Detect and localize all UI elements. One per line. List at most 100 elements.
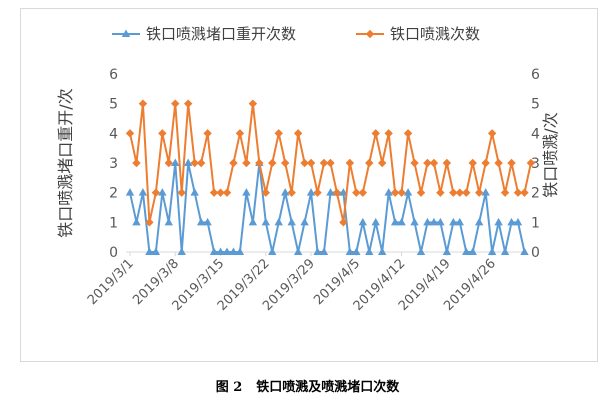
- legend: 铁口喷溅堵口重开次数 铁口喷溅次数: [112, 25, 480, 43]
- data-point: [468, 158, 477, 168]
- legend-label: 铁口喷溅堵口重开次数: [146, 25, 296, 43]
- data-point: [365, 158, 374, 168]
- legend-marker: [121, 29, 131, 37]
- data-point: [436, 217, 445, 226]
- series-line: [129, 162, 526, 253]
- data-point: [475, 217, 484, 226]
- data-point: [507, 158, 516, 168]
- data-point: [203, 217, 212, 226]
- data-point: [242, 188, 251, 196]
- data-point: [248, 217, 258, 226]
- data-point: [513, 217, 523, 226]
- data-point: [235, 129, 245, 138]
- data-point: [281, 188, 290, 196]
- data-point: [494, 217, 503, 226]
- y-left-tick-label: 2: [109, 186, 118, 202]
- data-point: [371, 129, 380, 138]
- data-point: [171, 158, 180, 166]
- data-point: [507, 217, 516, 226]
- data-point: [313, 188, 322, 197]
- data-point: [293, 129, 303, 138]
- data-point: [132, 217, 141, 226]
- data-point: [384, 188, 393, 196]
- figure-title: 铁口喷溅及喷溅堵口次数: [256, 380, 400, 395]
- y-left-tick-label: 5: [109, 97, 118, 113]
- data-point: [274, 129, 283, 138]
- data-point: [319, 247, 329, 255]
- data-point: [423, 217, 432, 226]
- data-point: [138, 99, 148, 108]
- data-point: [449, 217, 458, 226]
- data-point: [352, 188, 361, 197]
- data-point: [378, 247, 387, 255]
- data-point: [222, 247, 232, 255]
- y-left-tick-label: 4: [109, 126, 118, 142]
- y-right-tick-label: 0: [531, 245, 540, 261]
- data-point: [429, 217, 439, 226]
- series-layer: [125, 99, 536, 255]
- data-point: [500, 188, 510, 197]
- legend-label: 铁口喷溅次数: [390, 25, 480, 43]
- data-point: [268, 247, 277, 255]
- x-tick-label: 2019/3/1: [85, 256, 137, 308]
- data-point: [300, 158, 309, 168]
- data-point: [500, 247, 510, 255]
- data-point: [487, 247, 497, 255]
- data-point: [190, 158, 199, 168]
- data-point: [339, 188, 348, 196]
- data-point: [132, 158, 141, 168]
- data-point: [209, 188, 219, 197]
- data-point: [242, 158, 251, 168]
- data-point: [222, 188, 232, 197]
- data-point: [403, 129, 413, 138]
- data-point: [526, 158, 536, 168]
- data-point: [403, 188, 413, 196]
- data-point: [171, 99, 180, 108]
- figure-caption: 图 2 铁口喷溅及喷溅堵口次数: [0, 376, 615, 395]
- data-point: [449, 188, 458, 197]
- data-point: [442, 247, 452, 255]
- data-point: [184, 99, 193, 108]
- data-point: [190, 188, 199, 196]
- y-right-tick-label: 3: [531, 156, 540, 172]
- data-point: [158, 129, 167, 138]
- legend-marker: [365, 29, 375, 39]
- data-point: [184, 158, 193, 166]
- figure-number: 图 2: [215, 380, 243, 395]
- data-point: [177, 247, 186, 255]
- data-point: [442, 158, 452, 168]
- data-point: [203, 129, 212, 138]
- data-point: [358, 188, 367, 197]
- data-point: [326, 188, 335, 196]
- data-point: [462, 188, 471, 197]
- data-point: [164, 158, 173, 168]
- data-point: [216, 188, 225, 197]
- y-left-tick-label: 1: [109, 215, 118, 231]
- data-point: [365, 247, 374, 255]
- data-point: [281, 158, 290, 168]
- data-point: [306, 158, 316, 168]
- data-point: [319, 158, 329, 168]
- data-point: [326, 158, 335, 168]
- data-point: [410, 217, 419, 226]
- data-point: [261, 188, 270, 197]
- data-point: [313, 247, 322, 255]
- data-point: [475, 188, 484, 197]
- data-point: [513, 188, 523, 197]
- y-left-tick-label: 3: [109, 156, 118, 172]
- data-point: [125, 188, 135, 196]
- data-point: [436, 188, 445, 197]
- data-point: [455, 188, 464, 197]
- data-point: [177, 188, 186, 197]
- data-point: [287, 217, 296, 226]
- y-right-tick-label: 4: [531, 126, 540, 142]
- y-right-tick-label: 6: [531, 67, 540, 83]
- data-point: [145, 247, 154, 255]
- data-point: [416, 247, 426, 255]
- data-point: [410, 158, 419, 168]
- y-left-tick-label: 0: [109, 245, 118, 261]
- data-point: [339, 218, 348, 227]
- data-point: [229, 158, 238, 168]
- chart: 铁口喷溅堵口重开次数 铁口喷溅次数 012345601234562019/3/12…: [56, 25, 560, 314]
- data-point: [423, 158, 432, 168]
